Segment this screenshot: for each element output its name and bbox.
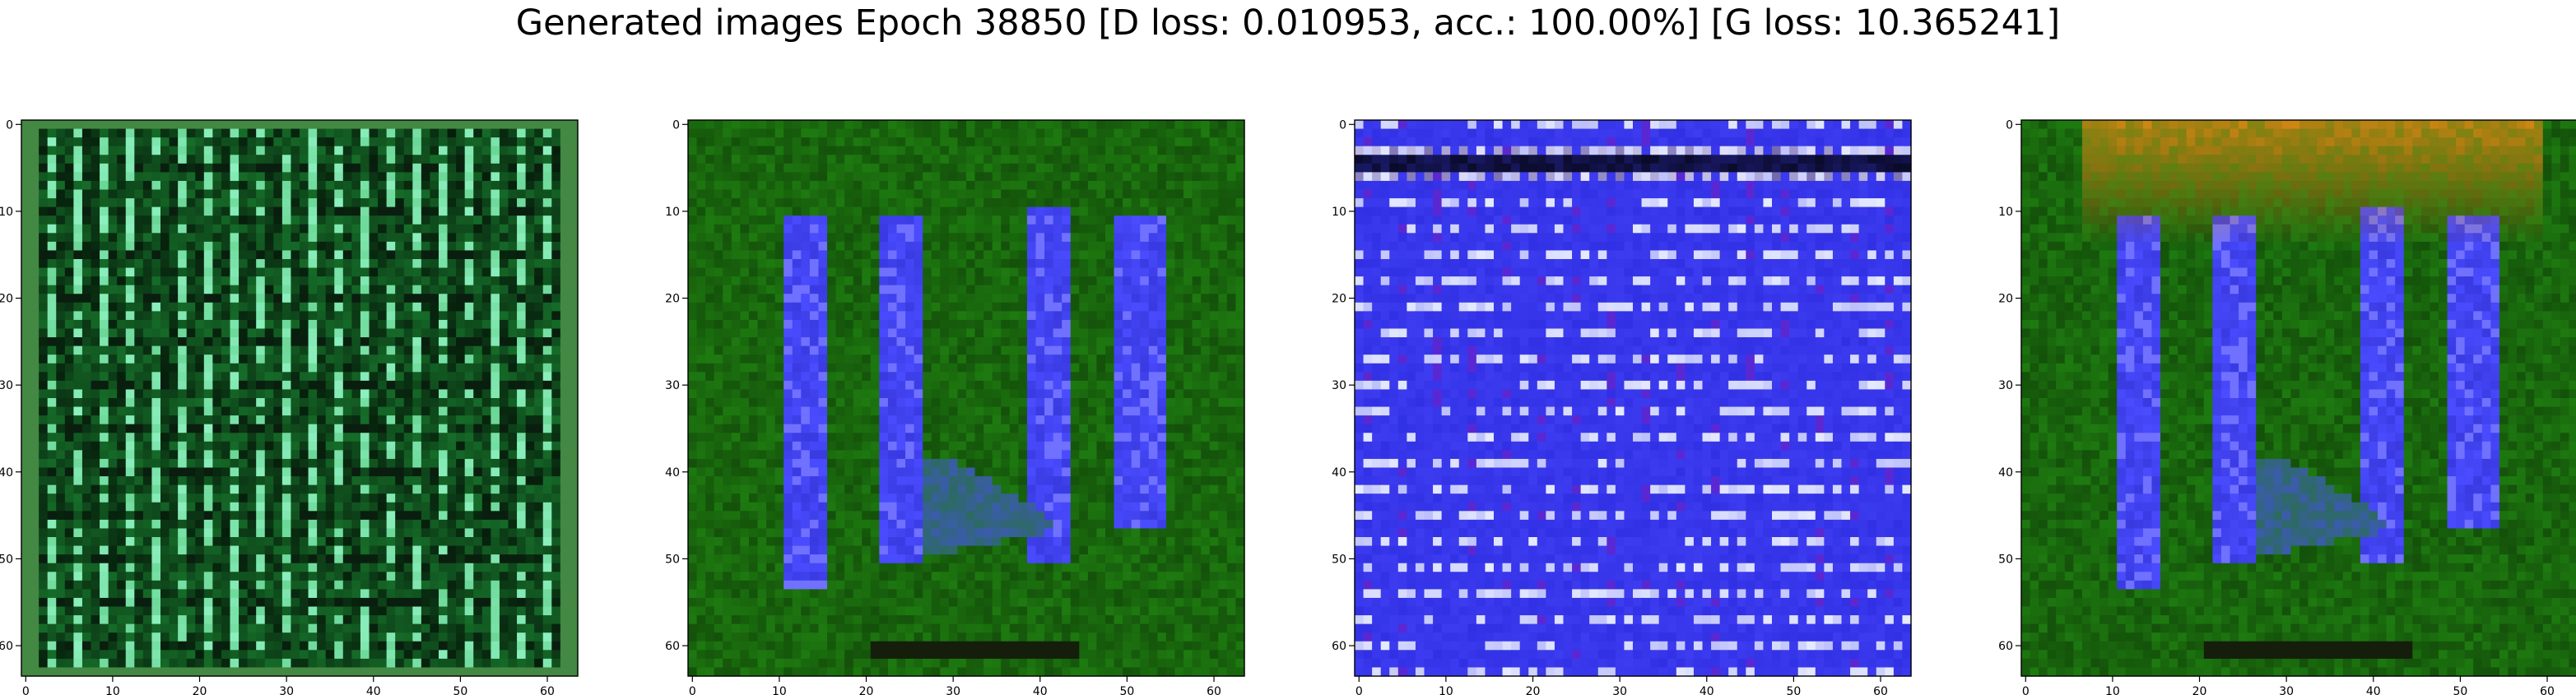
- figure-title: Generated images Epoch 38850 [D loss: 0.…: [515, 2, 2061, 44]
- generated-image-4: [2021, 120, 2576, 677]
- x-tick-label: 60: [1873, 685, 1888, 695]
- x-tick-label: 60: [540, 685, 555, 695]
- image-panel-2: 0 10 20 30 40 50 60 0 10 20 30 40 50 60: [665, 118, 1245, 695]
- axes-frame: [1354, 119, 1912, 677]
- axes-frame: [687, 119, 1245, 677]
- axes-frame: [2020, 119, 2576, 677]
- y-tick-label: 0: [6, 118, 13, 132]
- y-tick-label: 40: [0, 466, 13, 480]
- x-tick-label: 10: [772, 685, 787, 695]
- x-tick-label: 30: [946, 685, 960, 695]
- x-tick-label: 40: [2366, 685, 2381, 695]
- x-tick-label: 30: [1612, 685, 1627, 695]
- x-tick-label: 50: [1786, 685, 1801, 695]
- y-tick-label: 30: [0, 379, 13, 392]
- y-tick-label: 60: [1332, 640, 1346, 653]
- y-tick-label: 40: [1332, 466, 1346, 480]
- generated-image-2: [688, 120, 1245, 677]
- x-tick-label: 0: [1355, 685, 1363, 695]
- generated-image-1: [21, 120, 579, 677]
- y-tick-label: 10: [0, 206, 13, 219]
- x-tick-label: 0: [689, 685, 696, 695]
- y-tick-label: 10: [1332, 206, 1346, 219]
- generated-image-3: [1355, 120, 1912, 677]
- y-tick-label: 20: [1998, 293, 2013, 306]
- x-tick-label: 0: [22, 685, 30, 695]
- y-tick-label: 20: [0, 293, 13, 306]
- y-tick-label: 50: [1998, 553, 2013, 566]
- y-tick-label: 30: [665, 379, 680, 392]
- x-tick-label: 50: [453, 685, 467, 695]
- image-panel-1: 0 10 20 30 40 50 60 0 10 20 30 40 50 60: [0, 118, 579, 695]
- y-tick-label: 50: [1332, 553, 1346, 566]
- y-tick-label: 0: [1339, 118, 1346, 132]
- y-tick-label: 10: [1998, 206, 2013, 219]
- x-tick-label: 60: [1207, 685, 1221, 695]
- x-tick-label: 40: [1033, 685, 1048, 695]
- x-tick-label: 10: [2105, 685, 2120, 695]
- y-tick-label: 20: [665, 293, 680, 306]
- y-tick-label: 50: [665, 553, 680, 566]
- x-tick-label: 0: [2022, 685, 2030, 695]
- x-tick-label: 30: [279, 685, 294, 695]
- x-tick-label: 10: [1439, 685, 1453, 695]
- y-tick-label: 20: [1332, 293, 1346, 306]
- y-tick-label: 30: [1332, 379, 1346, 392]
- y-tick-label: 40: [1998, 466, 2013, 480]
- x-tick-label: 40: [1700, 685, 1714, 695]
- y-tick-label: 60: [1998, 640, 2013, 653]
- x-tick-label: 60: [2540, 685, 2555, 695]
- y-tick-label: 10: [665, 206, 680, 219]
- y-tick-label: 30: [1998, 379, 2013, 392]
- x-tick-label: 20: [193, 685, 207, 695]
- x-tick-label: 10: [105, 685, 120, 695]
- y-tick-label: 40: [665, 466, 680, 480]
- y-tick-label: 0: [672, 118, 680, 132]
- x-tick-label: 50: [1119, 685, 1134, 695]
- image-panel-3: 0 10 20 30 40 50 60 0 10 20 30 40 50 60: [1332, 118, 1912, 695]
- y-tick-label: 60: [665, 640, 680, 653]
- y-tick-label: 60: [0, 640, 13, 653]
- y-tick-label: 50: [0, 553, 13, 566]
- y-tick-label: 0: [2006, 118, 2013, 132]
- x-tick-label: 20: [1526, 685, 1541, 695]
- x-tick-label: 20: [2192, 685, 2207, 695]
- x-tick-label: 40: [366, 685, 381, 695]
- image-panel-4: 0 10 20 30 40 50 60 0 10 20 30 40 50 60: [1998, 118, 2576, 695]
- axes-frame: [21, 119, 579, 677]
- x-tick-label: 30: [2279, 685, 2294, 695]
- x-tick-label: 50: [2453, 685, 2467, 695]
- x-tick-label: 20: [859, 685, 874, 695]
